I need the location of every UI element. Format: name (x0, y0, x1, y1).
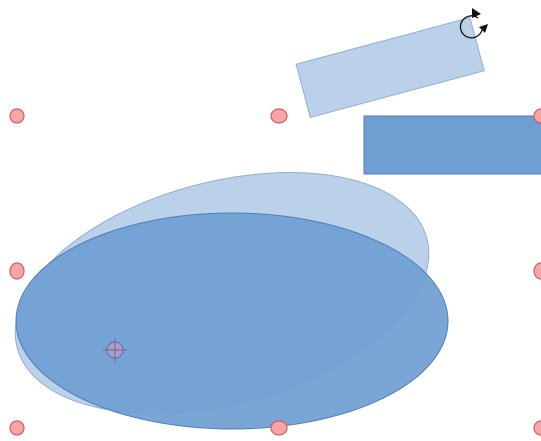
ellipse-shape[interactable] (15, 212, 449, 430)
handle-bottom-right[interactable] (533, 420, 541, 436)
handle-top-center[interactable] (270, 108, 288, 124)
rectangle-preview-body (295, 17, 485, 118)
rotate-arc (459, 15, 483, 39)
handle-middle-left[interactable] (9, 262, 25, 280)
handle-middle-right[interactable] (533, 262, 541, 280)
handle-bottom-center[interactable] (270, 420, 288, 436)
selection-handles (9, 108, 541, 436)
rotation-pivot-icon[interactable] (103, 338, 127, 362)
rotated-rectangle-preview (295, 17, 485, 118)
handle-top-left[interactable] (9, 108, 25, 124)
rotate-arrowhead-top (472, 8, 481, 18)
rectangle-shape[interactable] (363, 115, 541, 175)
handle-bottom-left[interactable] (9, 420, 25, 436)
rotate-arrow-icon (459, 8, 488, 39)
rotate-arrowhead-bottom (479, 24, 488, 33)
handle-top-right[interactable] (533, 108, 541, 124)
